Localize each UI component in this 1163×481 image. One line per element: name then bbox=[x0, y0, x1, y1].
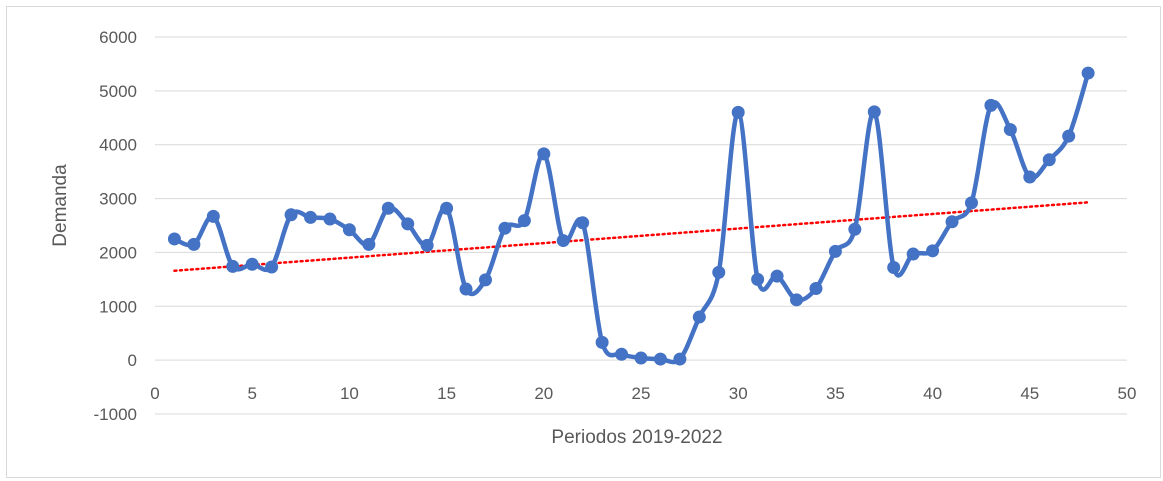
data-point bbox=[265, 260, 278, 273]
y-tick-labels: -1000 0 1000 2000 3000 4000 5000 6000 bbox=[94, 28, 137, 424]
data-point bbox=[868, 105, 881, 118]
data-point bbox=[732, 106, 745, 119]
data-point bbox=[673, 353, 686, 366]
data-point bbox=[809, 282, 822, 295]
data-point bbox=[790, 293, 803, 306]
data-point bbox=[712, 266, 725, 279]
data-point bbox=[343, 223, 356, 236]
x-tick-labels: 0 5 10 15 20 25 30 35 40 45 50 bbox=[150, 384, 1136, 403]
data-point bbox=[498, 222, 511, 235]
x-tick-label: 10 bbox=[340, 384, 359, 403]
y-tick-label: 2000 bbox=[99, 243, 137, 262]
data-point bbox=[693, 311, 706, 324]
data-point bbox=[207, 210, 220, 223]
data-point bbox=[304, 211, 317, 224]
x-tick-label: 50 bbox=[1118, 384, 1137, 403]
data-point bbox=[246, 258, 259, 271]
data-point bbox=[1023, 171, 1036, 184]
data-point bbox=[829, 245, 842, 258]
y-tick-label: 1000 bbox=[99, 297, 137, 316]
data-point bbox=[421, 239, 434, 252]
data-point bbox=[479, 273, 492, 286]
x-tick-label: 30 bbox=[729, 384, 748, 403]
x-tick-label: 35 bbox=[826, 384, 845, 403]
data-point bbox=[596, 336, 609, 349]
y-tick-label: 3000 bbox=[99, 190, 137, 209]
data-point bbox=[848, 223, 861, 236]
data-point bbox=[576, 216, 589, 229]
series-group bbox=[168, 67, 1095, 366]
y-tick-label: -1000 bbox=[94, 405, 137, 424]
data-point bbox=[1082, 67, 1095, 80]
x-tick-label: 5 bbox=[247, 384, 256, 403]
data-point bbox=[984, 99, 997, 112]
data-point bbox=[907, 248, 920, 261]
data-point bbox=[382, 202, 395, 215]
data-point bbox=[537, 147, 550, 160]
data-point bbox=[926, 244, 939, 257]
x-tick-label: 40 bbox=[923, 384, 942, 403]
data-point bbox=[226, 260, 239, 273]
x-tick-label: 20 bbox=[534, 384, 553, 403]
data-point bbox=[1004, 123, 1017, 136]
x-tick-label: 0 bbox=[150, 384, 159, 403]
data-point bbox=[362, 238, 375, 251]
data-point bbox=[440, 202, 453, 215]
x-tick-label: 25 bbox=[632, 384, 651, 403]
x-tick-label: 45 bbox=[1020, 384, 1039, 403]
data-point bbox=[1043, 153, 1056, 166]
y-tick-label: 4000 bbox=[99, 136, 137, 155]
data-point bbox=[635, 351, 648, 364]
data-point bbox=[751, 273, 764, 286]
data-point bbox=[887, 261, 900, 274]
y-tick-label: 5000 bbox=[99, 82, 137, 101]
data-point bbox=[771, 270, 784, 283]
data-point bbox=[401, 217, 414, 230]
data-point bbox=[187, 238, 200, 251]
data-point bbox=[518, 214, 531, 227]
y-axis-title: Demanda bbox=[50, 164, 71, 247]
x-tick-label: 15 bbox=[437, 384, 456, 403]
data-point bbox=[654, 353, 667, 366]
data-point bbox=[946, 215, 959, 228]
data-point bbox=[285, 208, 298, 221]
data-point bbox=[1062, 130, 1075, 143]
y-tick-label: 6000 bbox=[99, 28, 137, 47]
y-tick-label: 0 bbox=[128, 351, 137, 370]
data-point bbox=[557, 234, 570, 247]
data-point bbox=[323, 213, 336, 226]
x-axis-title: Periodos 2019-2022 bbox=[551, 427, 722, 448]
data-point bbox=[615, 348, 628, 361]
data-point bbox=[965, 196, 978, 209]
data-point bbox=[460, 283, 473, 296]
data-point bbox=[168, 232, 181, 245]
